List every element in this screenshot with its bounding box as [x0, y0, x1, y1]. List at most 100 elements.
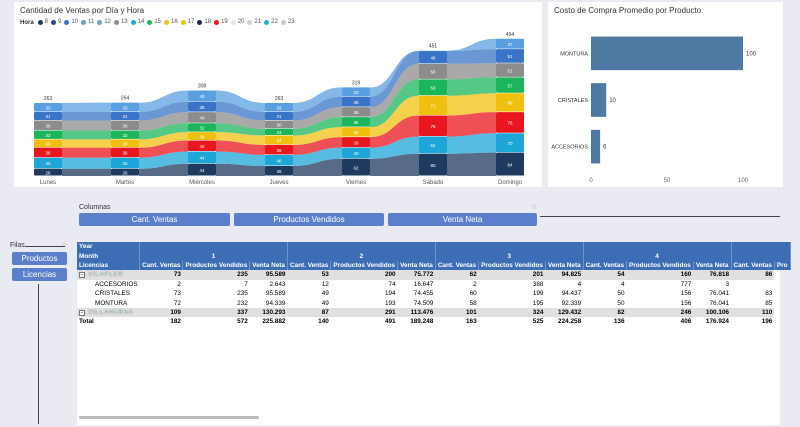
legend-item[interactable]: 18: [197, 19, 211, 25]
measure-header[interactable]: Productos Vendidos: [182, 260, 251, 271]
table-cell: 136: [613, 318, 625, 326]
ribbon-column-segment: [188, 151, 216, 164]
measure-header[interactable]: Productos Vendidos: [330, 260, 399, 271]
table-cell: 72: [139, 298, 183, 308]
ribbon-column-segment: [496, 38, 524, 49]
measure-header[interactable]: Productos Vendidos: [478, 260, 546, 271]
ribbon-chart-panel[interactable]: Cantidad de Ventas por Día y Hora Hora 8…: [14, 2, 542, 187]
ribbon-segment: [370, 153, 419, 176]
measure-header[interactable]: Venta Neta: [249, 260, 288, 271]
licencias-header[interactable]: Licencias: [77, 260, 141, 271]
table-cell: 572: [237, 318, 248, 326]
month-header-1[interactable]: 1: [139, 251, 288, 261]
column-field-cant-ventas[interactable]: Cant. Ventas: [79, 213, 230, 226]
table-cell: 225.882: [262, 318, 286, 326]
row-field-licencias[interactable]: Licencias: [12, 268, 67, 281]
legend-label: 14: [137, 19, 145, 25]
legend-item[interactable]: 16: [164, 19, 178, 25]
horizontal-scrollbar[interactable]: [79, 416, 259, 419]
matrix-table[interactable]: Year Month 1 2 3 4 Licencias Cant. Venta…: [77, 242, 791, 327]
ribbon-column-segment: [342, 158, 370, 176]
table-cell: 76.041: [693, 288, 731, 299]
legend-dot-icon: [247, 19, 253, 25]
measure-header[interactable]: Venta Neta: [545, 260, 584, 271]
table-cell: 76.818: [709, 271, 729, 279]
ribbon-segment: [62, 111, 111, 121]
table-cell: 200: [384, 271, 396, 279]
measure-header[interactable]: Cant. Ventas: [731, 260, 775, 271]
month-header-4[interactable]: 4: [583, 251, 732, 261]
row-header-cell[interactable]: ACCESORIOS: [77, 279, 140, 289]
legend-item[interactable]: 13: [113, 19, 128, 25]
measure-header[interactable]: Venta Neta: [397, 260, 436, 271]
legend-item[interactable]: 23: [280, 19, 295, 25]
row-label: VILLANUEVA: [88, 308, 134, 316]
table-cell: 337: [237, 308, 248, 316]
measure-header[interactable]: Productos Vendidos: [626, 260, 694, 271]
month-header-2[interactable]: 2: [287, 251, 436, 261]
collapse-icon[interactable]: −: [79, 272, 85, 279]
rows-vertical-divider: [38, 284, 39, 424]
collapse-icon[interactable]: −: [79, 309, 85, 316]
ribbon-segment: [62, 147, 111, 158]
legend-dot-icon: [130, 19, 136, 25]
row-header-cell[interactable]: − VILAFLER: [77, 270, 140, 279]
legend-item[interactable]: 19: [214, 19, 228, 25]
legend-item[interactable]: 9: [51, 19, 61, 25]
table-cell: 74.455: [397, 288, 436, 299]
ribbon-segment: [216, 151, 265, 167]
row-header-cell[interactable]: MONTURA: [77, 298, 140, 308]
ribbon-segment: [216, 140, 265, 155]
ribbon-column-segment: [496, 77, 524, 93]
bar-chart[interactable]: 0 50 100 MONTURA 100 CRISTALES 10 ACCESORIOS 6: [548, 2, 783, 187]
row-header-cell[interactable]: CRISTALES: [77, 288, 140, 299]
measure-header[interactable]: Cant. Ventas: [287, 260, 332, 271]
ribbon-segment: [370, 50, 419, 97]
row-header-cell[interactable]: Total: [77, 317, 140, 326]
ribbon-chart[interactable]: 26 40 36 30 32 36 31 32 263 Lunes 26 40 36 30 32 36 31 33…: [14, 2, 542, 187]
table-cell: 82: [617, 308, 625, 316]
column-field-productos-vendidos[interactable]: Productos Vendidos: [234, 213, 384, 226]
ribbon-segment: [62, 139, 111, 148]
column-field-venta-neta[interactable]: Venta Neta: [388, 213, 537, 226]
star-icon[interactable]: ☆: [531, 204, 538, 211]
matrix-visual[interactable]: Year Month 1 2 3 4 Licencias Cant. Venta…: [77, 242, 791, 425]
row-field-productos[interactable]: Productos: [12, 252, 67, 265]
matrix-year-row: Year: [77, 242, 791, 252]
legend-item[interactable]: 12: [97, 19, 111, 25]
ribbon-value-label: 51: [507, 54, 513, 59]
ribbon-value-label: 30: [199, 134, 205, 139]
legend-item[interactable]: 11: [81, 19, 94, 25]
measure-header[interactable]: Cant. Ventas: [583, 260, 628, 271]
measure-header[interactable]: Pro: [774, 260, 791, 271]
ribbon-value-label: 36: [276, 148, 282, 153]
ribbon-value-label: 38: [353, 140, 359, 145]
ribbon-column-segment: [188, 90, 216, 102]
legend-item[interactable]: 22: [264, 19, 278, 25]
month-header-3[interactable]: 3: [435, 251, 584, 261]
legend-item[interactable]: 21: [247, 19, 261, 25]
measure-header[interactable]: Cant. Ventas: [435, 260, 480, 271]
table-row: Total 182 572 225.882 140 491 189.248 163 525 224…: [77, 317, 790, 326]
bar-value-label: 6: [603, 145, 607, 151]
row-header-cell[interactable]: − VILLANUEVA: [77, 308, 140, 317]
legend-item[interactable]: 10: [64, 19, 78, 25]
legend-item[interactable]: 20: [230, 19, 244, 25]
measure-header[interactable]: Venta Neta: [693, 260, 732, 271]
ribbon-segment: [447, 133, 496, 154]
table-cell: 49: [287, 288, 331, 299]
x-axis-tick-label: 0: [589, 178, 593, 184]
ribbon-column-segment: [265, 135, 293, 145]
bar-chart-panel[interactable]: Costo de Compra Promedio por Producto 0 5…: [548, 2, 783, 187]
ribbon-column-segment: [419, 153, 447, 176]
legend-item[interactable]: 8: [37, 19, 48, 25]
legend-item[interactable]: 17: [180, 19, 194, 25]
legend-item[interactable]: 15: [147, 19, 161, 25]
legend-label: 15: [154, 19, 162, 25]
ribbon-value-label: 36: [122, 151, 128, 156]
ribbon-total-label: 308: [198, 83, 207, 89]
measure-header[interactable]: Cant. Ventas: [139, 260, 184, 271]
x-axis-tick-label: Viernes: [346, 180, 366, 186]
star-icon[interactable]: ☆: [61, 241, 67, 249]
legend-item[interactable]: 14: [130, 19, 145, 25]
